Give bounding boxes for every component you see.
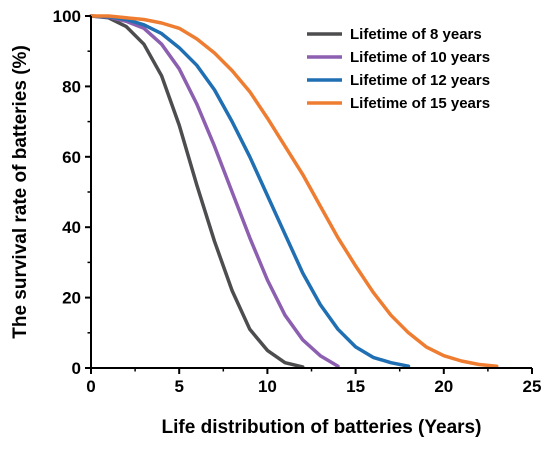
legend-label-1: Lifetime of 8 years [350, 26, 482, 43]
x-ticks: 0 5 10 15 20 25 [86, 368, 541, 396]
y-tick-label: 60 [62, 148, 81, 167]
x-axis-title: Life distribution of batteries (Years) [162, 417, 482, 438]
y-ticks: 0 20 40 60 80 100 [53, 7, 91, 378]
x-tick-label: 15 [346, 377, 365, 396]
x-tick-label: 10 [258, 377, 277, 396]
legend-label-2: Lifetime of 10 years [350, 49, 490, 66]
y-tick-label: 20 [62, 289, 81, 308]
x-tick-label: 20 [434, 377, 453, 396]
x-tick-label: 5 [174, 377, 183, 396]
series-line-4 [89, 14, 499, 368]
series-group [89, 14, 499, 369]
y-tick-label: 0 [72, 359, 81, 378]
series-line-3 [89, 14, 411, 368]
y-axis-title: The survival rate of batteries (%) [10, 45, 31, 339]
legend-label-3: Lifetime of 12 years [350, 72, 490, 89]
x-tick-label: 25 [523, 377, 542, 396]
series-line-1 [89, 14, 305, 369]
series-line-2 [89, 14, 340, 368]
y-tick-label: 40 [62, 218, 81, 237]
y-tick-label: 80 [62, 77, 81, 96]
legend-label-4: Lifetime of 15 years [350, 95, 490, 112]
x-tick-label: 0 [86, 377, 95, 396]
y-tick-label: 100 [53, 7, 81, 26]
legend: Lifetime of 8 years Lifetime of 10 years L… [307, 26, 490, 112]
